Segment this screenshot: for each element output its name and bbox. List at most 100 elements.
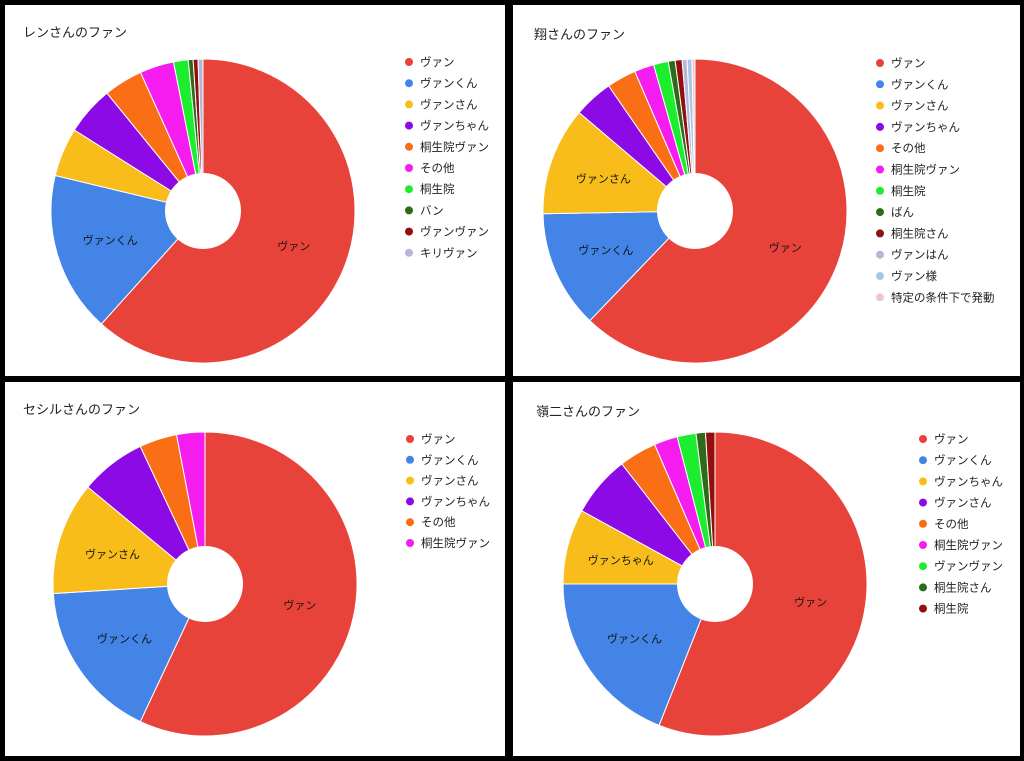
chart-svg-reiji: 嶺二さんのファンヴァンヴァンくんヴァンちゃんヴァンヴァンくんヴァンちゃんヴァンさ… (536, 405, 1003, 737)
legend-marker (876, 122, 884, 131)
legend-item: ヴァンさん (934, 496, 992, 510)
pie-slice (175, 431, 206, 585)
pie-slice (691, 58, 696, 212)
legend-marker (919, 519, 927, 528)
legend-marker (406, 435, 414, 443)
donut-hole (165, 173, 241, 249)
chart-panel-ren: レンさんのファン ヴァン ヴァンくん ヴァン ヴァンくん ヴァンさん ヴァンちゃん 桐生院ヴァ… (5, 5, 505, 376)
pie-slice (197, 58, 204, 212)
legend-marker (405, 121, 413, 130)
legend-item: ヴァンちゃん (934, 474, 1003, 488)
legend-marker (876, 208, 884, 217)
slice-label: ヴァンさん (85, 547, 140, 561)
slice-label: ヴァンさん (576, 171, 631, 185)
legend-marker (876, 80, 884, 89)
pie-slice (50, 174, 204, 325)
legend-item: ヴァンさん (891, 99, 949, 113)
legend-marker (919, 435, 927, 443)
legend-marker (406, 539, 414, 547)
legend-marker (919, 541, 927, 549)
legend-marker (919, 604, 927, 613)
legend-item: ヴァンくん (420, 76, 478, 90)
legend-marker (405, 227, 413, 236)
slice-label: ヴァン (283, 598, 316, 612)
legend-marker (406, 476, 414, 485)
legend-marker (876, 272, 884, 280)
legend-marker (406, 497, 414, 506)
chart-panel-cecil: セシルさんのファン ヴァン ヴァンくん ヴァンさん ヴァン ヴァンくん ヴァンさん ヴァンちゃ… (5, 382, 505, 756)
slice-label: ヴァン (794, 595, 827, 609)
legend-item: ばん (891, 205, 914, 219)
legend-marker (405, 58, 413, 66)
legend-marker (405, 164, 413, 172)
legend-item: その他 (934, 517, 969, 531)
chart-svg-cecil: セシルさんのファンヴァンヴァンくんヴァンさんヴァンヴァンくんヴァンさんヴァンちゃ… (23, 403, 490, 737)
legend-item: ヴァンくん (421, 453, 479, 467)
legend-item: ヴァン (934, 432, 969, 446)
legend-item: ヴァンちゃん (421, 494, 490, 508)
legend-item: ヴァンちゃん (420, 119, 489, 133)
legend-marker (876, 144, 884, 153)
legend-marker (405, 206, 413, 215)
pie-slice (139, 431, 358, 737)
pie-slice (658, 431, 868, 737)
slice-label: ヴァンくん (607, 632, 662, 646)
legend-item: 桐生院 (420, 182, 455, 196)
legend-item: バン (420, 203, 444, 217)
pie-slice (542, 111, 697, 215)
chart-panel-sho: 翔さんのファン ヴァン ヴァンくん ヴァンさん ヴァン ヴァンくん ヴァンさん ヴァンちゃんそ… (513, 5, 1020, 376)
chart-title: 翔さんのファン (534, 28, 625, 43)
legend-marker (405, 100, 413, 109)
legend-item: ヴァンちゃん (891, 120, 960, 134)
legend-item: その他 (421, 515, 456, 529)
legend-marker (876, 250, 884, 259)
chart-svg-sho: 翔さんのファンヴァンヴァンくんヴァンさんヴァンヴァンくんヴァンさんヴァンちゃんそ… (534, 28, 995, 364)
pie-slice (52, 486, 207, 595)
pie-slice (52, 583, 206, 723)
slice-label: ヴァンくん (97, 632, 152, 646)
legend-item: キリヴァン (420, 246, 478, 260)
legend-item: 桐生院 (934, 602, 969, 616)
legend-marker (919, 583, 927, 592)
legend-item: ヴァン (891, 56, 926, 70)
chart-title: セシルさんのファン (23, 403, 140, 418)
legend-marker (405, 79, 413, 88)
legend-marker (876, 101, 884, 110)
chart-title: レンさんのファン (23, 26, 127, 41)
legend-item: ヴァンくん (934, 453, 992, 467)
legend-marker (876, 229, 884, 238)
legend-marker (876, 165, 884, 174)
legend-item: その他 (891, 141, 926, 155)
pie-slice (542, 210, 697, 322)
legend-item: 桐生院ヴァン (891, 163, 960, 177)
legend-marker (876, 186, 884, 195)
legend-item: ヴァンさん (421, 474, 479, 488)
donut-hole (677, 546, 753, 622)
legend-marker (876, 59, 884, 67)
pie-slice (704, 431, 716, 585)
legend-item: 桐生院ヴァン (421, 536, 490, 550)
legend-item: ヴァンはん (891, 248, 949, 262)
legend-item: ヴァン (420, 55, 455, 69)
legend-item: 桐生院 (891, 184, 926, 198)
legend-item: ヴァンヴァン (934, 559, 1003, 573)
legend-item: ヴァン様 (891, 269, 937, 283)
legend-item: ヴァンさん (420, 97, 478, 111)
legend-marker (876, 293, 884, 302)
legend-marker (919, 477, 927, 486)
legend-marker (405, 248, 413, 257)
donut-hole (167, 546, 243, 622)
slice-label: ヴァン (277, 239, 310, 253)
slice-label: ヴァンくん (83, 233, 138, 247)
legend-marker (406, 455, 414, 464)
slice-label: ヴァンくん (578, 243, 633, 257)
legend-marker (919, 498, 927, 507)
legend-item: 桐生院ヴァン (934, 538, 1003, 552)
legend-item: ヴァンくん (891, 77, 949, 91)
legend-item: 桐生院さん (891, 226, 949, 240)
legend-item: 桐生院ヴァン (420, 140, 489, 154)
slice-label: ヴァン (769, 240, 802, 254)
donut-hole (657, 173, 733, 249)
legend-item: その他 (420, 161, 455, 175)
legend-marker (405, 142, 413, 151)
